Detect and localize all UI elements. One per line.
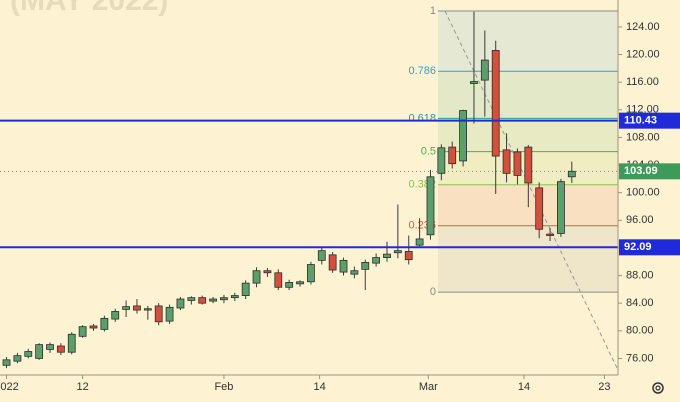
x-tick-label: Feb: [214, 381, 233, 393]
candle-body: [241, 282, 250, 296]
candle-body: [535, 187, 544, 230]
candle-body: [415, 238, 424, 246]
candle-body: [2, 359, 11, 366]
candle-body: [89, 325, 98, 329]
candle-body: [317, 250, 326, 261]
fib-level-label: 0.618: [408, 112, 436, 124]
candle-body: [67, 333, 76, 353]
y-tick-label: 80.00: [626, 325, 654, 337]
fib-level-label: 1: [430, 5, 436, 17]
y-tick-label: 124.00: [626, 21, 660, 33]
candle-body: [437, 147, 446, 174]
y-tick-label: 88.00: [626, 269, 654, 281]
candle-body: [296, 281, 304, 285]
candle-body: [133, 305, 141, 311]
x-tick-label: 14: [313, 381, 325, 393]
candle-body: [459, 110, 467, 162]
horizontal-line-label-box: [619, 239, 680, 256]
settings-gear[interactable]: [652, 382, 664, 394]
candle-body: [263, 270, 272, 274]
fib-level-label: 0: [430, 286, 436, 298]
candle-body: [78, 326, 87, 337]
fib-zone: [438, 11, 618, 72]
x-tick-label: 14: [518, 381, 530, 393]
watermark-title: (MAY 2022): [10, 0, 168, 17]
candle-body: [361, 262, 370, 270]
y-tick-label: 96.00: [626, 214, 654, 226]
candle-body: [220, 297, 228, 301]
candle-body: [307, 264, 315, 283]
candle-body: [372, 257, 381, 264]
candle-body: [448, 146, 457, 165]
y-tick-label: 84.00: [626, 297, 654, 309]
candle-body: [209, 298, 217, 302]
candle-body: [230, 295, 239, 299]
candle-body: [35, 344, 44, 359]
horizontal-line-label: 110.43: [624, 115, 657, 127]
fib-zone: [438, 71, 618, 119]
candle-body: [383, 253, 391, 258]
candle-body: [285, 282, 294, 288]
candle-body: [502, 149, 511, 174]
fib-level-label: 0.786: [408, 65, 436, 77]
x-tick-label: 2022: [0, 381, 19, 393]
last-price-label: 103.09: [624, 165, 658, 177]
candle-body: [252, 270, 261, 284]
y-tick-label: 108.00: [626, 131, 660, 143]
x-tick-label: 23: [598, 381, 610, 393]
candle-body: [328, 254, 337, 271]
candle-body: [187, 297, 196, 301]
candle-body: [143, 308, 152, 311]
candle-body: [404, 250, 413, 261]
candle-body: [198, 297, 207, 304]
candle-body: [339, 259, 348, 273]
y-tick-label: 100.00: [626, 187, 660, 199]
fib-zone: [438, 225, 618, 293]
candle-body: [165, 306, 174, 322]
candle-body: [470, 81, 478, 84]
candle-body: [46, 344, 54, 350]
gear-hub: [655, 385, 661, 391]
candle-body: [480, 59, 489, 81]
candle-body: [56, 345, 65, 353]
candle-body: [111, 311, 120, 320]
x-tick-label: Mar: [419, 381, 438, 393]
fib-level-label: 0.5: [421, 145, 436, 157]
candle-body: [567, 170, 576, 178]
candle-body: [176, 298, 185, 309]
candle-body: [513, 151, 522, 176]
plot-area: [0, 11, 618, 369]
candle-body: [393, 250, 402, 254]
candle-body: [557, 181, 565, 234]
candle-body: [491, 50, 500, 157]
axes: 76.0080.0084.0088.0092.0096.00100.00104.…: [0, 21, 680, 393]
candle-body: [524, 146, 533, 184]
candle-body: [154, 305, 163, 323]
candle-body: [100, 317, 109, 330]
y-tick-label: 116.00: [626, 76, 659, 88]
y-tick-label: 76.00: [626, 352, 654, 364]
candle-body: [122, 306, 131, 310]
candle-body: [426, 176, 435, 236]
candle-body: [546, 233, 554, 236]
y-tick-label: 120.00: [626, 48, 660, 60]
candle-body: [24, 351, 33, 357]
horizontal-line-label-box: [619, 112, 680, 129]
candle-body: [350, 270, 359, 275]
last-price-label-box: [619, 163, 680, 180]
horizontal-line-label: 92.09: [624, 241, 652, 253]
gear-ring: [652, 382, 664, 394]
candle-body: [274, 272, 283, 288]
candle-body: [13, 355, 22, 362]
x-tick-label: 12: [76, 381, 88, 393]
